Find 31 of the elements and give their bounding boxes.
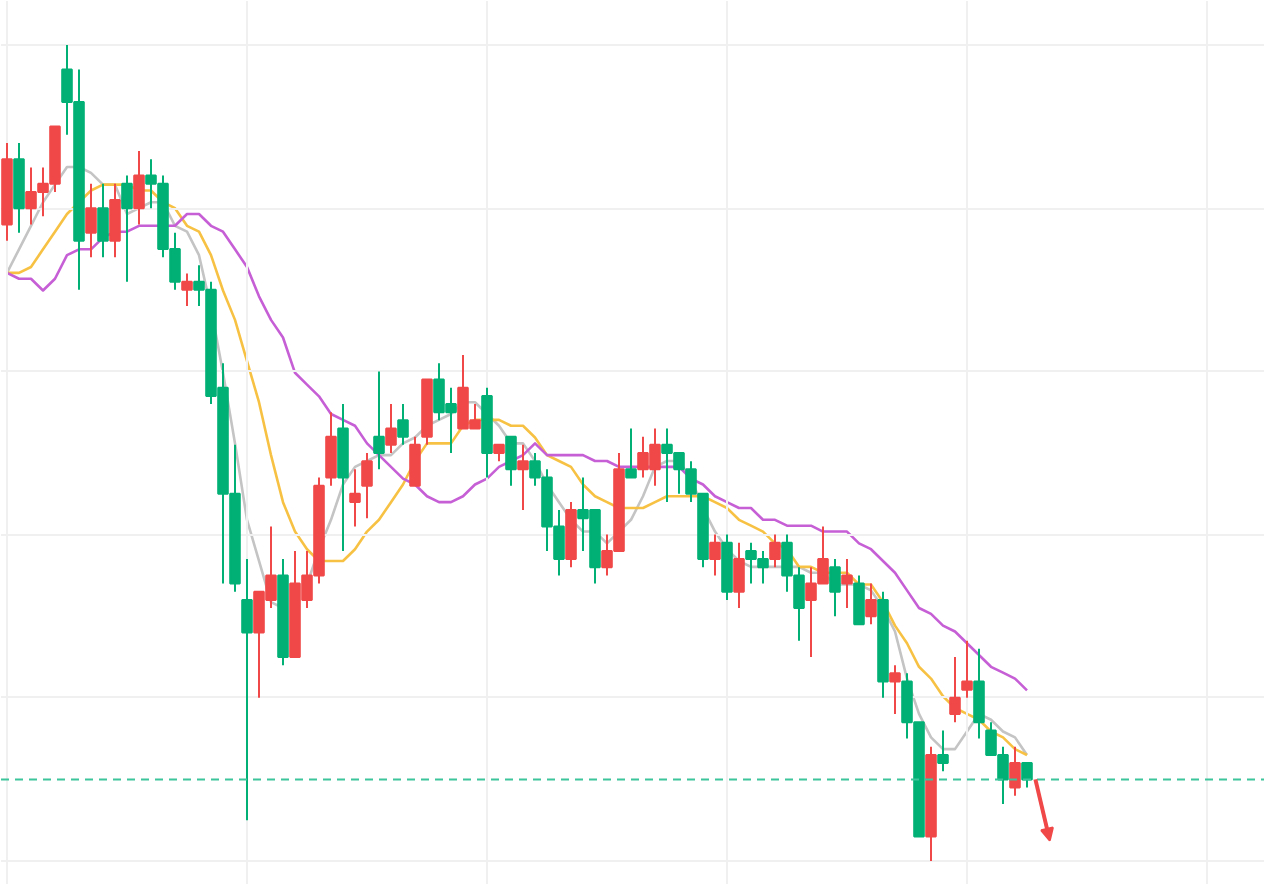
candlestick	[829, 558, 841, 618]
candlestick	[109, 182, 121, 259]
candlestick	[769, 533, 781, 569]
candlestick	[349, 468, 361, 528]
candlestick	[361, 452, 373, 520]
candlestick	[733, 541, 745, 610]
candlestick	[709, 533, 721, 577]
candlestick	[121, 174, 133, 283]
candlestick	[85, 182, 97, 259]
candlestick	[949, 656, 961, 724]
candlestick	[409, 435, 421, 487]
candlestick	[841, 558, 853, 610]
candlestick	[517, 443, 529, 512]
candlestick	[385, 403, 397, 454]
candlestick	[241, 558, 253, 822]
candlestick	[373, 370, 385, 471]
candlestick	[325, 411, 337, 487]
candlestick	[1009, 745, 1021, 797]
candlestick	[1021, 762, 1033, 789]
candlestick	[133, 150, 145, 226]
candlestick	[97, 182, 109, 259]
candlestick	[505, 435, 517, 487]
candlestick	[961, 639, 973, 699]
candlestick	[937, 729, 949, 773]
candlestick	[397, 403, 409, 446]
candlestick	[865, 582, 877, 626]
candlestick	[889, 664, 901, 716]
candlestick	[853, 574, 865, 626]
candlestick	[973, 647, 985, 740]
candlestick	[181, 272, 193, 308]
candlestick	[625, 427, 637, 479]
